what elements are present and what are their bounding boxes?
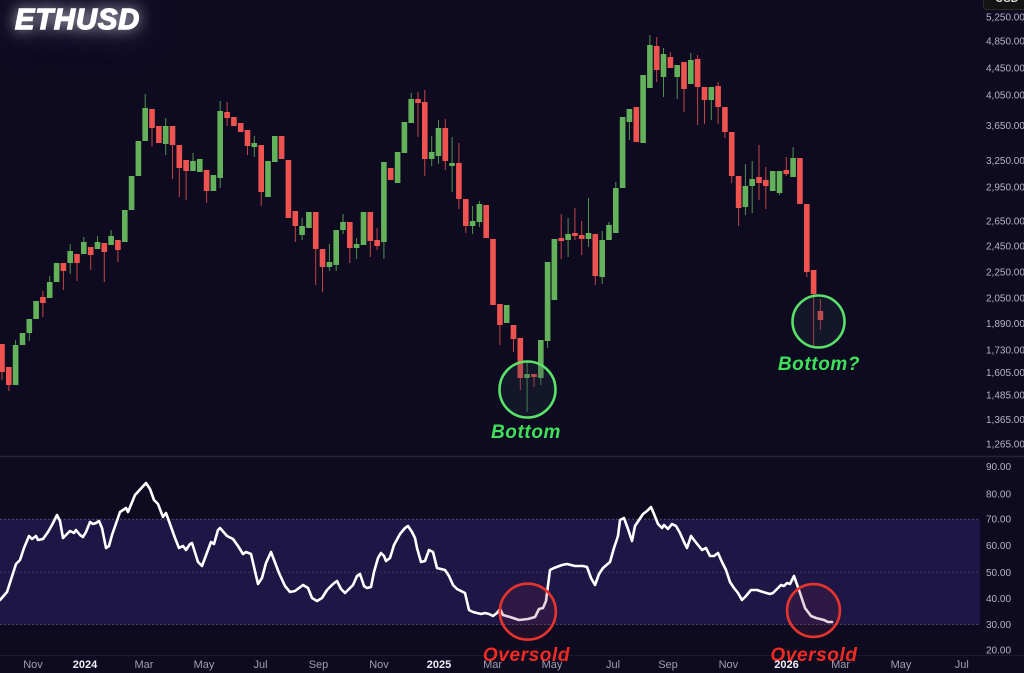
svg-text:2,050.00: 2,050.00	[986, 293, 1024, 304]
svg-text:Nov: Nov	[23, 659, 43, 671]
svg-text:2025: 2025	[427, 659, 451, 671]
svg-text:Jul: Jul	[955, 659, 969, 671]
svg-text:3,250.00: 3,250.00	[986, 156, 1024, 167]
svg-text:30.00: 30.00	[986, 620, 1011, 631]
svg-text:2,950.00: 2,950.00	[986, 183, 1024, 194]
svg-text:May: May	[542, 659, 563, 671]
svg-text:2,650.00: 2,650.00	[986, 217, 1024, 228]
svg-text:Oversold: Oversold	[770, 645, 857, 666]
svg-text:4,450.00: 4,450.00	[986, 63, 1024, 74]
svg-text:Mar: Mar	[831, 659, 850, 671]
svg-text:4,850.00: 4,850.00	[986, 37, 1024, 48]
svg-text:May: May	[194, 659, 215, 671]
svg-text:Mar: Mar	[135, 659, 154, 671]
svg-text:Bottom?: Bottom?	[778, 354, 860, 375]
svg-text:80.00: 80.00	[986, 490, 1011, 501]
svg-text:1,605.00: 1,605.00	[986, 368, 1024, 379]
svg-text:2,250.00: 2,250.00	[986, 268, 1024, 279]
svg-text:Jul: Jul	[253, 659, 267, 671]
svg-text:5,250.00: 5,250.00	[986, 12, 1024, 23]
svg-text:Sep: Sep	[658, 659, 678, 671]
svg-text:1,365.00: 1,365.00	[986, 415, 1024, 426]
svg-text:60.00: 60.00	[986, 541, 1011, 552]
svg-text:Oversold: Oversold	[483, 645, 570, 666]
svg-text:Bottom: Bottom	[491, 422, 561, 443]
svg-text:90.00: 90.00	[986, 462, 1011, 473]
svg-text:1,890.00: 1,890.00	[986, 319, 1024, 330]
svg-text:3,650.00: 3,650.00	[986, 121, 1024, 132]
svg-text:1,265.00: 1,265.00	[986, 440, 1024, 451]
svg-text:20.00: 20.00	[986, 646, 1011, 657]
svg-text:Nov: Nov	[369, 659, 389, 671]
svg-text:2,450.00: 2,450.00	[986, 242, 1024, 253]
svg-text:May: May	[891, 659, 912, 671]
svg-text:2024: 2024	[73, 659, 98, 671]
svg-text:1,485.00: 1,485.00	[986, 390, 1024, 401]
svg-text:Mar: Mar	[483, 659, 502, 671]
svg-text:Sep: Sep	[309, 659, 329, 671]
svg-text:40.00: 40.00	[986, 594, 1011, 605]
svg-text:2026: 2026	[774, 659, 798, 671]
svg-text:4,050.00: 4,050.00	[986, 91, 1024, 102]
svg-text:Nov: Nov	[719, 659, 739, 671]
svg-text:1,730.00: 1,730.00	[986, 346, 1024, 357]
svg-text:Jul: Jul	[606, 659, 620, 671]
svg-text:50.00: 50.00	[986, 568, 1011, 579]
svg-text:70.00: 70.00	[986, 515, 1011, 526]
